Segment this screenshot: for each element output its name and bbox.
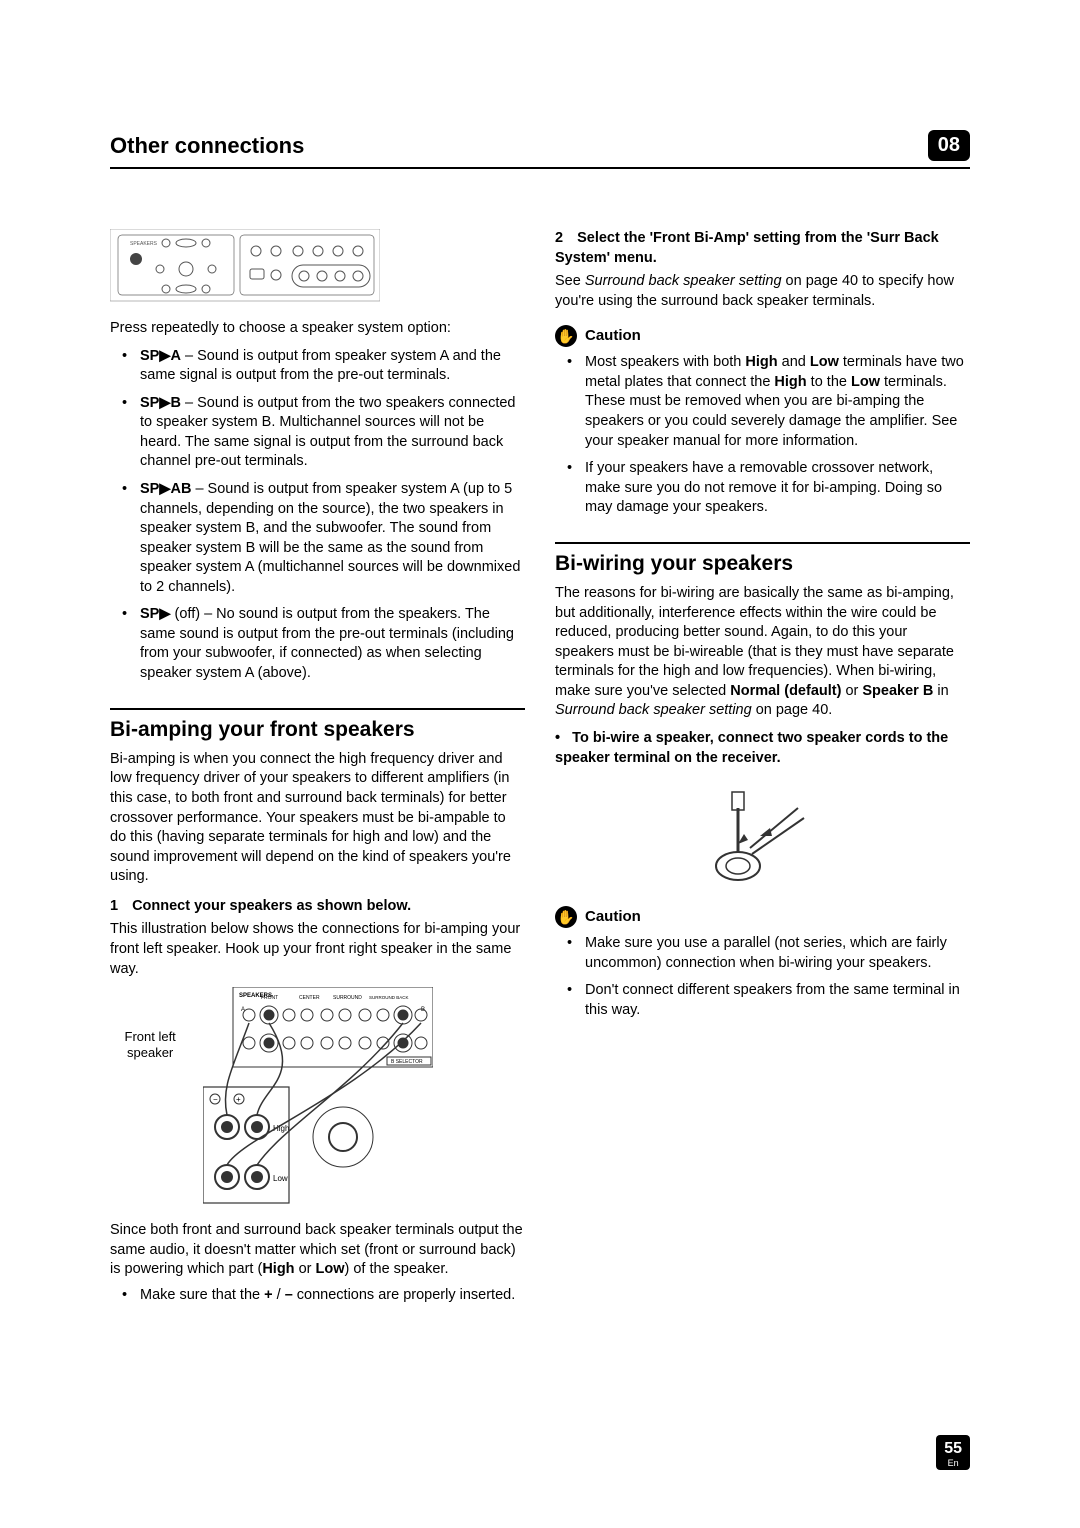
caution-heading: ✋ Caution	[555, 325, 970, 347]
biwire-instruction: • To bi-wire a speaker, connect two spea…	[555, 729, 970, 768]
list-item: Don't connect different speakers from th…	[573, 981, 970, 1020]
make-sure-list: Make sure that the + / – connections are…	[110, 1286, 525, 1306]
list-item: SP▶AB – Sound is output from speaker sys…	[128, 480, 525, 597]
chapter-number-badge: 08	[928, 130, 970, 161]
caution-label: Caution	[585, 907, 641, 927]
chapter-title: Other connections	[110, 133, 304, 159]
caution-list-1: Most speakers with both High and Low ter…	[555, 353, 970, 518]
step-2-text: See Surround back speaker setting on pag…	[555, 272, 970, 311]
front-left-speaker-label: Front left speaker	[125, 1029, 176, 1060]
list-item: Make sure you use a parallel (not series…	[573, 934, 970, 973]
list-item: Most speakers with both High and Low ter…	[573, 353, 970, 451]
biamp-intro: Bi-amping is when you connect the high f…	[110, 750, 525, 887]
option-text: – Sound is output from speaker system A …	[140, 481, 520, 595]
step-1-text: This illustration below shows the connec…	[110, 920, 525, 979]
biwire-paragraph: The reasons for bi-wiring are basically …	[555, 584, 970, 721]
left-column: SPEAKERS Press repeate	[110, 229, 525, 1313]
after-diagram-text: Since both front and surround back speak…	[110, 1221, 525, 1280]
option-label: SP▶A	[140, 348, 181, 364]
biamp-wiring-diagram: Front left speaker SPEAKERS A FRONT CENT…	[203, 987, 433, 1207]
option-label: SP▶AB	[140, 481, 191, 497]
biwire-heading: Bi-wiring your speakers	[555, 550, 970, 578]
step-2: 2Select the 'Front Bi-Amp' setting from …	[555, 229, 970, 268]
step-title: Connect your speakers as shown below.	[132, 898, 411, 914]
list-item: If your speakers have a removable crosso…	[573, 459, 970, 518]
list-item: SP▶ (off) – No sound is output from the …	[128, 605, 525, 683]
section-divider	[555, 542, 970, 544]
step-1: 1 Connect your speakers as shown below.	[110, 897, 525, 917]
page-number-badge: 55 En	[936, 1435, 970, 1470]
caution-icon: ✋	[555, 325, 577, 347]
svg-text:−: −	[213, 1095, 218, 1104]
svg-text:SPEAKERS: SPEAKERS	[130, 241, 158, 247]
option-label: SP▶	[140, 606, 171, 622]
svg-text:B SELECTOR: B SELECTOR	[391, 1059, 423, 1065]
step-number: 2	[555, 230, 563, 246]
intro-text: Press repeatedly to choose a speaker sys…	[110, 319, 525, 339]
list-item: SP▶A – Sound is output from speaker syst…	[128, 347, 525, 386]
biamp-heading: Bi-amping your front speakers	[110, 716, 525, 744]
svg-text:SURROUND BACK: SURROUND BACK	[369, 995, 409, 1000]
svg-text:Low: Low	[273, 1174, 288, 1183]
option-label: SP▶B	[140, 395, 181, 411]
svg-text:CENTER: CENTER	[299, 995, 320, 1001]
caution-list-2: Make sure you use a parallel (not series…	[555, 934, 970, 1020]
option-text: (off) – No sound is output from the spea…	[140, 606, 514, 681]
svg-text:A: A	[241, 1007, 245, 1013]
right-column: 2Select the 'Front Bi-Amp' setting from …	[555, 229, 970, 1313]
list-item: SP▶B – Sound is output from the two spea…	[128, 394, 525, 472]
caution-heading: ✋ Caution	[555, 906, 970, 928]
biwire-terminal-diagram	[708, 778, 818, 888]
caution-label: Caution	[585, 326, 641, 346]
step-title: Select the 'Front Bi-Amp' setting from t…	[555, 230, 939, 266]
page-number: 55	[944, 1441, 962, 1457]
svg-text:+: +	[236, 1095, 241, 1104]
list-item: Make sure that the + / – connections are…	[128, 1286, 525, 1306]
option-text: – Sound is output from the two speakers …	[140, 395, 515, 470]
section-divider	[110, 708, 525, 710]
option-text: – Sound is output from speaker system A …	[140, 348, 501, 384]
step-number: 1	[110, 898, 118, 914]
svg-text:FRONT: FRONT	[261, 995, 278, 1001]
remote-diagram: SPEAKERS	[110, 229, 380, 309]
speaker-options-list: SP▶A – Sound is output from speaker syst…	[110, 347, 525, 684]
page-lang: En	[944, 1459, 962, 1468]
caution-icon: ✋	[555, 906, 577, 928]
svg-text:SURROUND: SURROUND	[333, 995, 362, 1001]
